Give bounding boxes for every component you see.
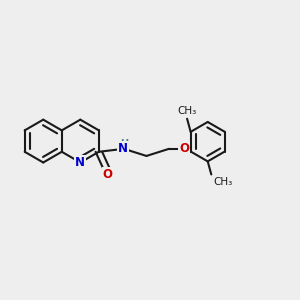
Text: H: H (120, 139, 128, 149)
Text: N: N (75, 156, 85, 169)
Text: O: O (103, 168, 113, 181)
Text: CH₃: CH₃ (214, 177, 233, 187)
Text: CH₃: CH₃ (178, 106, 197, 116)
Text: N: N (118, 142, 128, 155)
Text: O: O (179, 142, 189, 155)
